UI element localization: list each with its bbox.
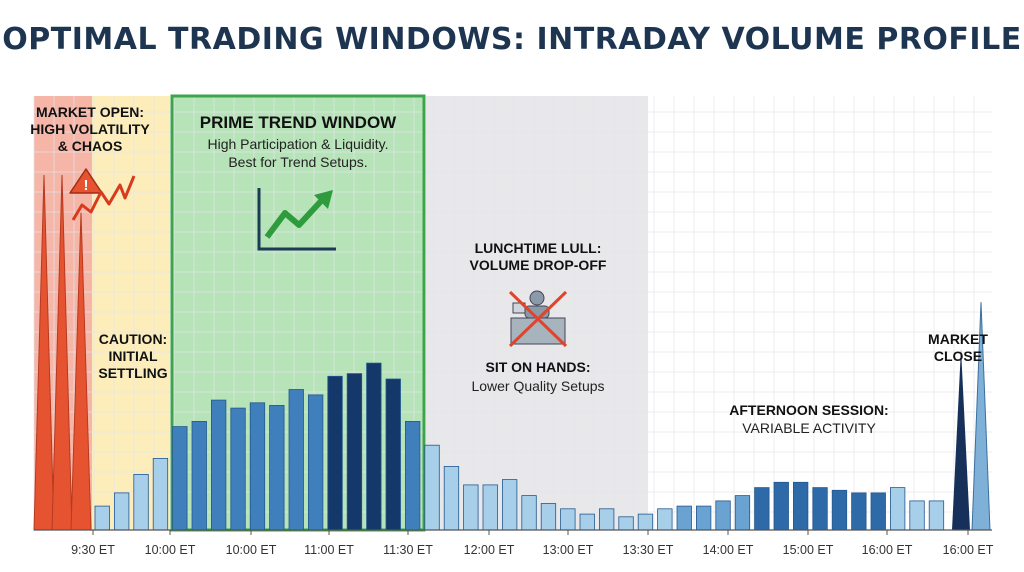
volume-bar	[812, 487, 828, 531]
volume-bar	[560, 508, 576, 531]
volume-bar	[172, 426, 188, 531]
caution-label: INITIAL	[109, 348, 158, 364]
volume-bar	[831, 489, 848, 531]
x-tick-label: 13:30 ET	[623, 543, 674, 557]
volume-bar	[191, 420, 207, 531]
volume-bar	[133, 473, 149, 531]
volume-bar	[327, 375, 343, 531]
volume-bar	[94, 505, 110, 531]
volume-bar	[366, 362, 382, 531]
x-tick-label: 16:00 ET	[943, 543, 994, 557]
market-open-label: MARKET OPEN:	[36, 104, 144, 120]
volume-bar	[909, 500, 925, 531]
volume-bar	[346, 373, 363, 531]
market-open-label: & CHAOS	[58, 138, 123, 154]
close-spike	[952, 348, 970, 530]
volume-bar	[754, 487, 770, 531]
afternoon-label: AFTERNOON SESSION:	[729, 402, 888, 418]
lunchtime-label: VOLUME DROP-OFF	[470, 257, 607, 273]
volume-bar	[501, 479, 518, 531]
volume-bar	[734, 495, 751, 531]
desk-person-head	[529, 290, 545, 306]
x-tick-label: 16:00 ET	[862, 543, 913, 557]
market-close-label: MARKET	[928, 331, 988, 347]
volume-bar	[385, 378, 401, 531]
volume-bar	[249, 402, 266, 531]
volume-bar	[482, 484, 498, 531]
volume-bar	[715, 500, 731, 531]
volume-bar	[696, 505, 712, 531]
lunchtime-label: LUNCHTIME LULL:	[475, 240, 602, 256]
x-tick-label: 13:00 ET	[543, 543, 594, 557]
volume-bar	[443, 465, 460, 531]
volume-bar	[463, 484, 479, 531]
volume-bar	[404, 420, 421, 531]
volume-bar	[851, 492, 867, 531]
prime-window-subtitle: Best for Trend Setups.	[228, 154, 367, 170]
caution-label: SETTLING	[98, 365, 167, 381]
sit-on-hands-label: SIT ON HANDS:	[486, 359, 591, 375]
volume-bar	[637, 513, 654, 531]
volume-bar	[230, 407, 246, 531]
trend-up-icon-line	[264, 197, 325, 239]
zigzag-icon	[71, 175, 136, 221]
volume-bar	[618, 516, 634, 531]
chart-title: OPTIMAL TRADING WINDOWS: INTRADAY VOLUME…	[2, 22, 1022, 57]
volume-bar	[928, 500, 945, 531]
desk	[510, 317, 566, 345]
warning-icon-mark: !	[84, 177, 89, 194]
cross-line	[508, 290, 568, 348]
caution-label: CAUTION:	[99, 331, 167, 347]
volume-bar	[288, 389, 304, 531]
volume-bar	[521, 495, 537, 531]
volume-bar	[424, 444, 440, 531]
volume-bar	[657, 508, 673, 531]
volume-bar	[269, 404, 285, 531]
volume-bar	[793, 481, 809, 531]
afternoon-subtitle: VARIABLE ACTIVITY	[742, 420, 876, 436]
volume-bar	[114, 492, 130, 531]
volume-bar	[540, 503, 557, 531]
market-close-label: CLOSE	[934, 348, 982, 364]
zone-2	[92, 96, 170, 530]
x-tick-label: 11:30 ET	[383, 543, 433, 557]
x-tick-label: 12:00 ET	[464, 543, 515, 557]
prime-window-title: PRIME TREND WINDOW	[200, 113, 397, 132]
volume-bar	[152, 457, 169, 531]
warning-icon	[69, 168, 103, 194]
x-tick-label: 10:00 ET	[226, 543, 277, 557]
volume-bar	[676, 505, 692, 531]
x-tick-label: 10:00 ET	[145, 543, 196, 557]
x-tick-label: 14:00 ET	[703, 543, 754, 557]
volume-bar	[210, 399, 227, 531]
volume-bar	[773, 481, 789, 531]
x-tick-label: 9:30 ET	[71, 543, 115, 557]
volume-bar	[890, 487, 906, 531]
trend-up-icon	[257, 188, 336, 251]
volume-bar	[579, 513, 595, 531]
x-tick-label: 11:00 ET	[304, 543, 354, 557]
no-trade-desk-icon	[508, 290, 568, 348]
sit-on-hands-subtitle: Lower Quality Setups	[471, 378, 604, 394]
x-tick-label: 15:00 ET	[783, 543, 834, 557]
trend-up-icon-axes	[257, 188, 336, 251]
volume-bar	[599, 508, 615, 531]
trend-up-icon-arrowhead	[314, 190, 333, 209]
market-open-label: HIGH VOLATILITY	[30, 121, 150, 137]
volume-bar	[307, 394, 324, 531]
prime-window-subtitle: High Participation & Liquidity.	[207, 136, 388, 152]
volume-bar	[870, 492, 886, 531]
